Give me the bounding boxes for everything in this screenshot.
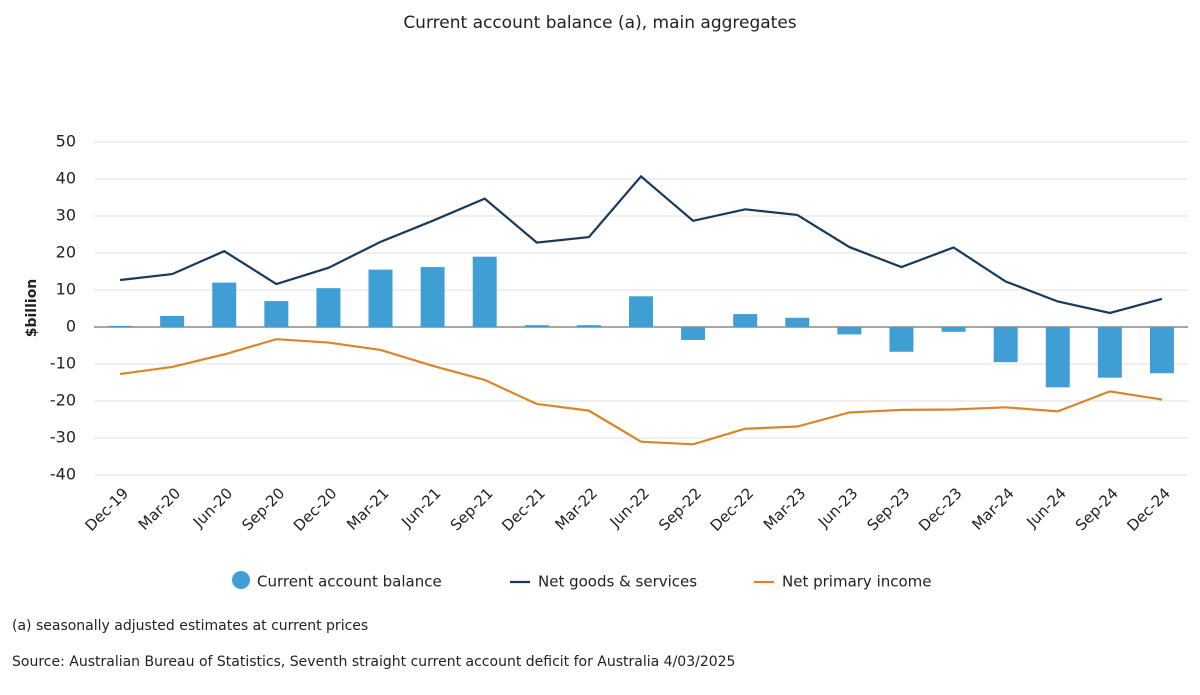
y-tick-label: 0	[66, 317, 76, 336]
x-tick-label: Dec-21	[498, 484, 549, 535]
x-tick-label: Dec-19	[81, 484, 132, 535]
bar	[629, 296, 653, 327]
x-tick-label: Jun-23	[814, 484, 861, 531]
x-tick-label: Mar-22	[552, 484, 601, 533]
bar	[160, 315, 185, 327]
x-tick-label: Jun-21	[397, 484, 444, 531]
bar	[368, 269, 393, 327]
x-tick-label: Sep-21	[447, 484, 497, 534]
footnote: (a) seasonally adjusted estimates at cur…	[12, 618, 368, 634]
bar	[108, 325, 133, 327]
bar	[576, 325, 601, 327]
line	[119, 174, 1163, 315]
x-tick-label: Mar-20	[135, 484, 184, 533]
bar	[837, 327, 862, 335]
bar	[889, 327, 914, 352]
x-tick-label: Sep-23	[863, 484, 913, 534]
y-tick-label: 50	[56, 132, 76, 151]
x-tick-label: Mar-21	[343, 484, 392, 533]
chart-title: Current account balance (a), main aggreg…	[403, 13, 796, 33]
x-tick-label: Sep-22	[655, 484, 705, 534]
y-tick-label: -20	[50, 391, 76, 410]
bar	[420, 267, 445, 327]
x-tick-label: Jun-20	[189, 484, 236, 531]
x-tick-label: Dec-24	[1123, 484, 1174, 535]
legend-label: Net primary income	[782, 573, 932, 591]
legend-label: Current account balance	[257, 573, 442, 591]
y-tick-label: -10	[50, 354, 76, 373]
bar	[681, 327, 706, 340]
bar	[785, 317, 810, 327]
source: Source: Australian Bureau of Statistics,…	[12, 654, 735, 670]
x-tick-label: Jun-22	[606, 484, 653, 531]
x-tick-label: Mar-23	[760, 484, 809, 533]
bar	[941, 327, 966, 332]
x-tick-label: Dec-23	[915, 484, 966, 535]
bar	[993, 327, 1018, 363]
bar	[1097, 327, 1122, 378]
x-tick-label: Sep-24	[1072, 484, 1122, 534]
bar	[524, 325, 549, 327]
bar	[1149, 327, 1174, 374]
x-tick-label: Sep-20	[238, 484, 288, 534]
y-tick-label: 30	[56, 206, 76, 225]
line	[119, 338, 1163, 446]
y-tick-label: 40	[56, 169, 76, 188]
y-tick-label: -40	[50, 465, 76, 484]
bar	[1045, 327, 1070, 388]
legend-label: Net goods & services	[538, 573, 697, 591]
y-tick-label: 10	[56, 280, 76, 299]
y-tick-label: -30	[50, 428, 76, 447]
x-tick-label: Dec-22	[707, 484, 758, 535]
bar	[212, 282, 237, 327]
y-axis-label: $billion	[24, 279, 40, 338]
bar	[316, 288, 341, 327]
y-tick-label: 20	[56, 243, 76, 262]
bar	[472, 256, 497, 327]
bar	[733, 314, 758, 327]
x-tick-label: Jun-24	[1022, 484, 1069, 531]
x-tick-label: Dec-20	[290, 484, 341, 535]
legend-marker	[232, 571, 250, 589]
x-tick-label: Mar-24	[968, 484, 1017, 533]
bar	[264, 301, 289, 327]
